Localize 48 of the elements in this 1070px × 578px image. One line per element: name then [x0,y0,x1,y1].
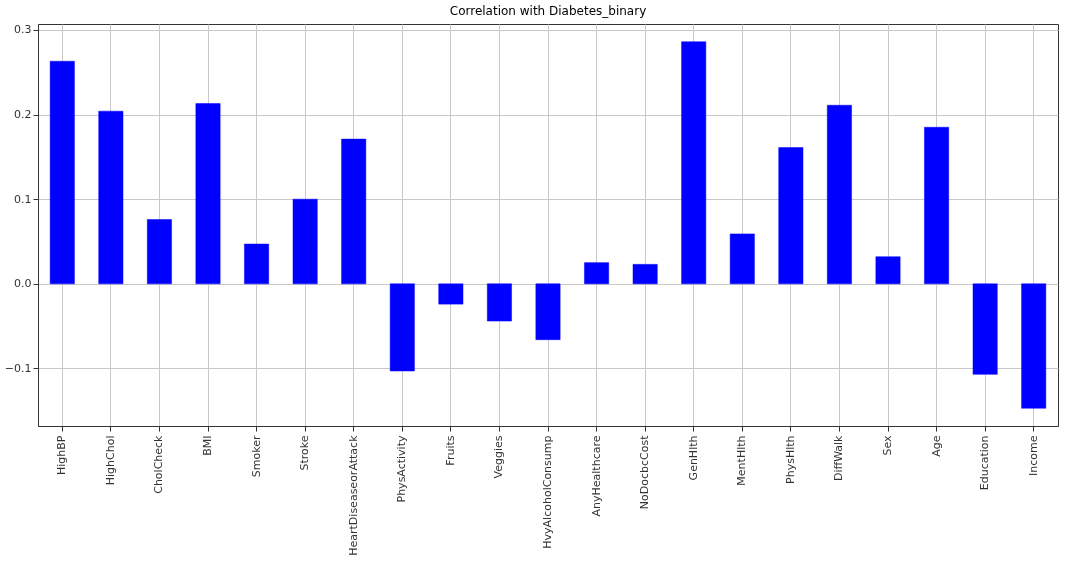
bar [924,127,949,285]
x-tick-label: Stroke [298,435,312,471]
bar [49,60,75,285]
x-tick-label: AnyHealthcare [589,435,603,517]
bar [341,138,367,285]
x-tick-label: CholCheck [152,434,166,494]
bar [147,219,172,285]
x-tick-label: DiffWalk [832,434,846,481]
bar [972,283,998,375]
bar [438,283,464,305]
bar [729,233,755,285]
bar [292,198,318,285]
x-tick-label: GenHlth [686,435,700,481]
bar [389,283,415,372]
bar [195,103,221,285]
y-tick-label: 0.2 [14,108,32,122]
x-tick-label: Fruits [443,435,457,466]
bar [1021,283,1047,409]
x-tick-label: MentHlth [735,435,749,486]
bar [875,256,901,285]
x-tick-label: HighBP [55,435,69,475]
x-tick-label: Smoker [249,435,263,478]
bar [487,283,512,322]
x-tick-label: Age [929,435,943,457]
x-tick-label: Education [978,435,992,491]
y-tick-label: −0.1 [4,361,32,375]
x-tick-label: HighChol [103,435,117,486]
x-tick-label: HeartDiseaseorAttack [346,434,360,556]
x-tick-label: PhysActivity [395,435,409,503]
bar [98,110,124,285]
bar [535,283,561,340]
bar [584,262,609,285]
y-tick-label: 0.0 [14,277,32,291]
bar [827,105,852,285]
y-tick-label: 0.1 [14,192,32,206]
bar [632,264,658,285]
x-tick-label: NoDocbcCost [638,434,652,510]
x-tick-label: PhysHlth [783,435,797,484]
x-tick-label: Veggies [492,435,506,479]
chart-title: Correlation with Diabetes_binary [449,3,647,18]
x-tick-label: BMI [201,435,214,456]
x-tick-label: HvyAlcoholConsump [541,435,554,549]
x-tick-label: Income [1026,435,1040,476]
bar [778,147,804,285]
x-tick-label: Sex [881,435,894,456]
bar [681,41,707,285]
y-tick-label: 0.3 [14,23,32,37]
bar [244,243,269,285]
